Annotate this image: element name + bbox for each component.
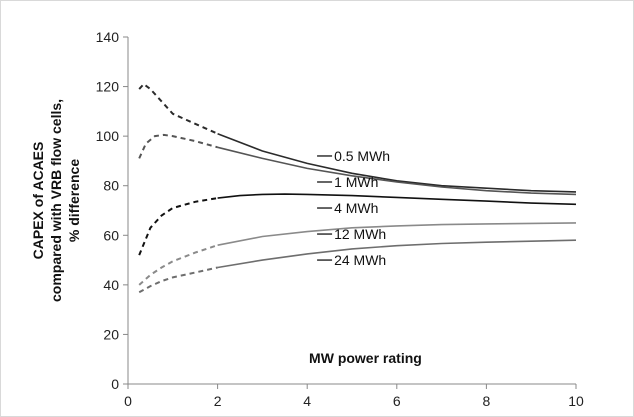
series-line-dashed bbox=[138, 266, 218, 294]
series-label: 1 MWh bbox=[334, 174, 378, 190]
series-line-dashed bbox=[138, 244, 218, 286]
series-line bbox=[217, 222, 577, 246]
y-tick-label: 80 bbox=[103, 178, 119, 194]
y-tick-label: 20 bbox=[103, 326, 119, 342]
series-label: 4 MWh bbox=[334, 200, 378, 216]
y-tick-label: 40 bbox=[103, 277, 119, 293]
x-tick-label: 8 bbox=[483, 393, 491, 409]
x-axis-title: MW power rating bbox=[309, 350, 422, 366]
y-tick-label: 60 bbox=[103, 227, 119, 243]
x-tick-label: 0 bbox=[124, 393, 132, 409]
series-line bbox=[217, 193, 577, 206]
y-axis-title: CAPEX of ACAES compared with VRB flow cel… bbox=[30, 99, 82, 302]
series-line-dashed bbox=[138, 133, 218, 159]
ticks: 0 20 40 60 80 100 120 140 0 2 4 6 8 10 bbox=[96, 29, 584, 409]
y-tick-label: 140 bbox=[96, 29, 120, 45]
series-line bbox=[217, 146, 577, 196]
series-layer bbox=[138, 82, 577, 294]
series-line-dashed bbox=[138, 197, 218, 256]
x-tick-label: 6 bbox=[393, 393, 401, 409]
y-tick-label: 100 bbox=[96, 128, 120, 144]
y-axis-title-line: CAPEX of ACAES bbox=[30, 142, 46, 260]
series-label: 0.5 MWh bbox=[334, 148, 390, 164]
series-label: 24 MWh bbox=[334, 252, 386, 268]
series-line-dashed bbox=[138, 82, 219, 135]
series-label: 12 MWh bbox=[334, 226, 386, 242]
series-line bbox=[217, 239, 577, 269]
series-labels: 0.5 MWh 1 MWh 4 MWh 12 MWh 24 MWh bbox=[317, 148, 390, 268]
axes bbox=[127, 37, 576, 385]
series-line bbox=[217, 132, 577, 193]
x-tick-label: 2 bbox=[214, 393, 222, 409]
x-tick-label: 10 bbox=[568, 393, 584, 409]
y-tick-label: 0 bbox=[111, 376, 119, 392]
y-axis-title-line: compared with VRB flow cells, bbox=[48, 99, 64, 302]
x-tick-label: 4 bbox=[303, 393, 311, 409]
y-axis-title-line: % difference bbox=[66, 159, 82, 242]
y-tick-label: 120 bbox=[96, 79, 120, 95]
